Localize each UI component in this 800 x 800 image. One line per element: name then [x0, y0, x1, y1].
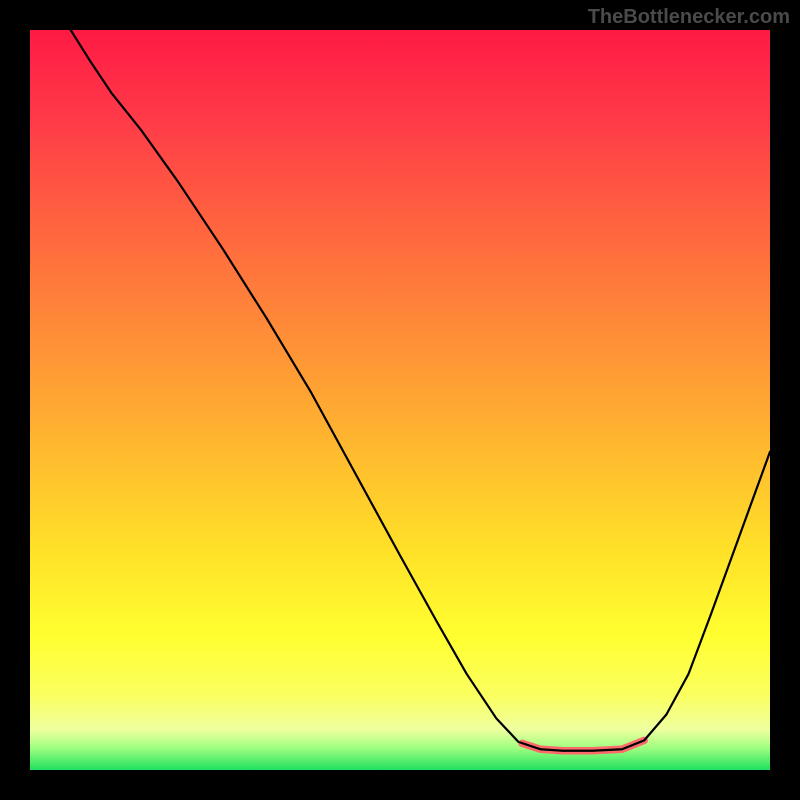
curve-layer: [30, 30, 770, 770]
chart-plot-area: [30, 30, 770, 770]
watermark-text: TheBottlenecker.com: [588, 6, 790, 29]
bottleneck-curve: [71, 30, 770, 751]
